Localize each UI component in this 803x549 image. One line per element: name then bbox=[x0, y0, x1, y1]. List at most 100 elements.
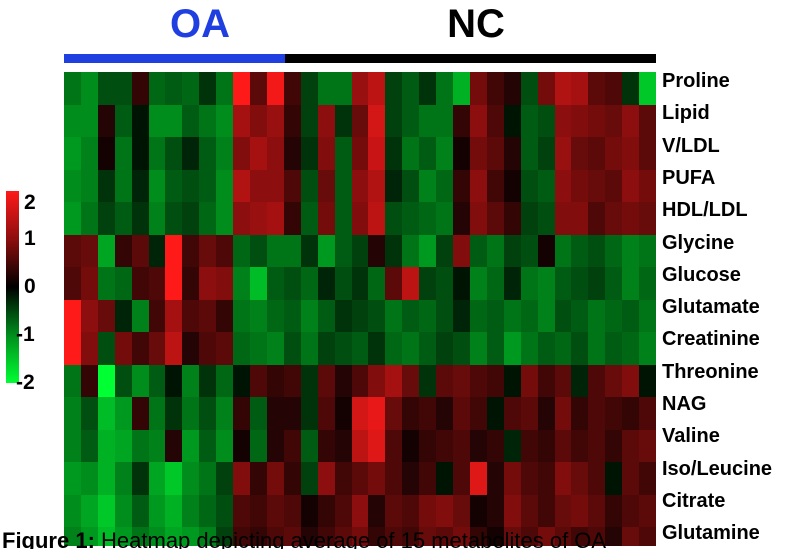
heatmap-cell-proline-16 bbox=[317, 72, 336, 106]
heatmap-cell-valine-28 bbox=[520, 429, 539, 463]
heatmap-cell-glucose-8 bbox=[182, 267, 200, 301]
heatmap-cell-glucose-22 bbox=[419, 267, 437, 301]
heatmap-cell-v-ldl-7 bbox=[165, 137, 183, 171]
heatmap-cell-valine-5 bbox=[131, 429, 150, 463]
row-label-pufa: PUFA bbox=[662, 166, 716, 189]
heatmap-cell-glutamine-10 bbox=[216, 527, 234, 546]
heatmap-cell-glutamate-16 bbox=[317, 299, 336, 333]
heatmap-cell-iso-leucine-31 bbox=[571, 462, 589, 496]
heatmap-cell-pufa-10 bbox=[216, 169, 234, 203]
heatmap-cell-proline-2 bbox=[80, 72, 99, 106]
heatmap-cell-threonine-22 bbox=[419, 364, 437, 398]
heatmap-cell-glutamate-17 bbox=[334, 299, 353, 333]
heatmap-cell-creatinine-19 bbox=[368, 332, 386, 366]
heatmap-cell-proline-23 bbox=[436, 72, 454, 106]
heatmap-cell-citrate-28 bbox=[520, 494, 539, 529]
heatmap-cell-lipid-22 bbox=[419, 104, 437, 138]
heatmap-cell-proline-1 bbox=[64, 72, 82, 106]
heatmap-cell-citrate-29 bbox=[537, 494, 556, 529]
heatmap-cell-glycine-33 bbox=[605, 234, 623, 268]
heatmap-cell-creatinine-2 bbox=[80, 332, 99, 366]
heatmap-cell-nag-29 bbox=[537, 397, 556, 431]
heatmap-cell-threonine-16 bbox=[317, 364, 336, 398]
heatmap-cell-proline-6 bbox=[148, 72, 167, 106]
heatmap-cell-citrate-7 bbox=[165, 494, 183, 529]
heatmap-cell-nag-18 bbox=[351, 397, 370, 431]
heatmap-cell-hdl-ldl-30 bbox=[554, 202, 572, 236]
heatmap-cell-v-ldl-3 bbox=[97, 137, 116, 171]
heatmap-cell-valine-31 bbox=[571, 429, 589, 463]
heatmap-cell-iso-leucine-8 bbox=[182, 462, 200, 496]
heatmap-cell-glucose-16 bbox=[317, 267, 336, 301]
heatmap-cell-glycine-7 bbox=[165, 234, 183, 268]
heatmap-cell-valine-3 bbox=[97, 429, 116, 463]
heatmap-cell-lipid-29 bbox=[537, 104, 556, 138]
heatmap-cell-proline-9 bbox=[199, 72, 217, 106]
heatmap-cell-glycine-10 bbox=[216, 234, 234, 268]
heatmap-cell-glycine-11 bbox=[233, 234, 251, 268]
heatmap-cell-pufa-32 bbox=[588, 169, 606, 203]
heatmap-cell-glycine-6 bbox=[148, 234, 167, 268]
heatmap-cell-iso-leucine-11 bbox=[233, 462, 251, 496]
heatmap-cell-citrate-26 bbox=[486, 494, 505, 529]
group-label-oa: OA bbox=[170, 2, 230, 46]
heatmap-cell-iso-leucine-30 bbox=[554, 462, 572, 496]
heatmap-cell-creatinine-11 bbox=[233, 332, 251, 366]
heatmap-cell-iso-leucine-25 bbox=[469, 462, 488, 496]
heatmap-cell-valine-14 bbox=[283, 429, 302, 463]
heatmap-cell-hdl-ldl-1 bbox=[64, 202, 82, 236]
heatmap-cell-creatinine-30 bbox=[554, 332, 572, 366]
heatmap-cell-nag-4 bbox=[114, 397, 133, 431]
heatmap-cell-glutamine-35 bbox=[639, 527, 656, 546]
heatmap-cell-iso-leucine-14 bbox=[283, 462, 302, 496]
heatmap-cell-hdl-ldl-34 bbox=[622, 202, 640, 236]
heatmap-cell-glutamate-29 bbox=[537, 299, 556, 333]
heatmap-cell-iso-leucine-23 bbox=[436, 462, 454, 496]
heatmap-cell-hdl-ldl-15 bbox=[300, 202, 319, 236]
heatmap-cell-glucose-35 bbox=[639, 267, 656, 301]
heatmap-cell-glutamate-33 bbox=[605, 299, 623, 333]
caption-text: Heatmap depicting average of 15 metaboli… bbox=[94, 528, 607, 549]
group-bar-nc bbox=[285, 54, 656, 63]
row-label-glucose: Glucose bbox=[662, 263, 741, 286]
heatmap-cell-nag-6 bbox=[148, 397, 167, 431]
heatmap-cell-iso-leucine-18 bbox=[351, 462, 370, 496]
heatmap-cell-creatinine-33 bbox=[605, 332, 623, 366]
heatmap-cell-valine-27 bbox=[503, 429, 522, 463]
heatmap-cell-proline-25 bbox=[469, 72, 488, 106]
heatmap-cell-iso-leucine-3 bbox=[97, 462, 116, 496]
heatmap-cell-glucose-2 bbox=[80, 267, 99, 301]
heatmap-cell-glutamine-30 bbox=[554, 527, 572, 546]
heatmap-cell-citrate-35 bbox=[639, 494, 656, 529]
row-label-hdl-ldl: HDL/LDL bbox=[662, 199, 748, 222]
heatmap-cell-glutamate-26 bbox=[486, 299, 505, 333]
heatmap-cell-hdl-ldl-25 bbox=[469, 202, 488, 236]
heatmap-cell-valine-16 bbox=[317, 429, 336, 463]
row-label-glycine: Glycine bbox=[662, 231, 735, 254]
heatmap-cell-nag-30 bbox=[554, 397, 572, 431]
heatmap-cell-nag-1 bbox=[64, 397, 82, 431]
heatmap-cell-glutamine-6 bbox=[148, 527, 167, 546]
heatmap-cell-valine-12 bbox=[250, 429, 268, 463]
heatmap-cell-valine-30 bbox=[554, 429, 572, 463]
heatmap-cell-iso-leucine-15 bbox=[300, 462, 319, 496]
heatmap-cell-glutamine-7 bbox=[165, 527, 183, 546]
heatmap-cell-nag-9 bbox=[199, 397, 217, 431]
heatmap-cell-nag-24 bbox=[453, 397, 471, 431]
figure-caption: Figure 1: Heatmap depicting average of 1… bbox=[2, 528, 606, 549]
heatmap-cell-citrate-31 bbox=[571, 494, 589, 529]
row-label-valine: Valine bbox=[662, 425, 720, 448]
heatmap-cell-lipid-4 bbox=[114, 104, 133, 138]
heatmap-cell-iso-leucine-6 bbox=[148, 462, 167, 496]
heatmap-cell-pufa-26 bbox=[486, 169, 505, 203]
heatmap-cell-glutamine-19 bbox=[368, 527, 386, 546]
heatmap-cell-proline-3 bbox=[97, 72, 116, 106]
heatmap-cell-glutamate-34 bbox=[622, 299, 640, 333]
heatmap-cell-glutamate-30 bbox=[554, 299, 572, 333]
heatmap-cell-citrate-8 bbox=[182, 494, 200, 529]
heatmap-cell-glutamate-35 bbox=[639, 299, 656, 333]
heatmap-cell-hdl-ldl-3 bbox=[97, 202, 116, 236]
heatmap-cell-pufa-35 bbox=[639, 169, 656, 203]
heatmap-cell-threonine-17 bbox=[334, 364, 353, 398]
colorbar-tick-minus-1: -1 bbox=[16, 323, 35, 346]
